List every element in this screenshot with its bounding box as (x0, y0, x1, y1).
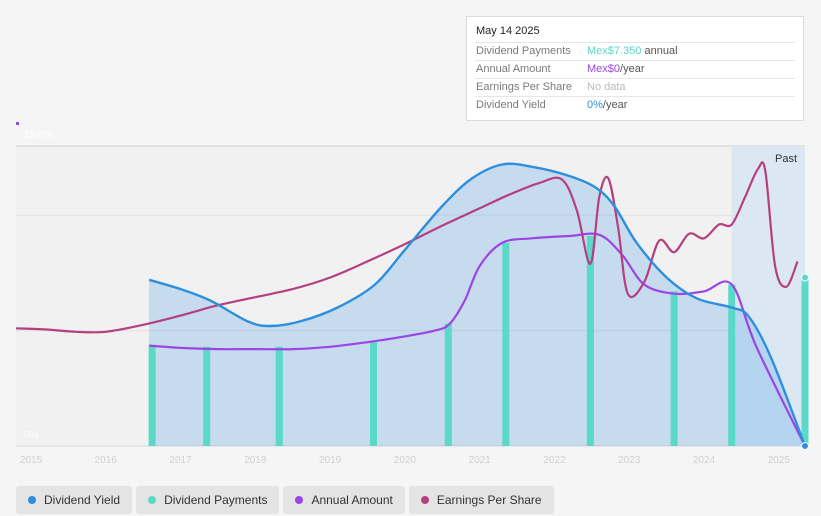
annual-amount-line (149, 232, 806, 447)
x-tick-label: 2019 (319, 455, 342, 466)
tooltip-value-wrap: Mex$7.350 annual (587, 43, 678, 60)
dividend-payment-bar (444, 323, 452, 446)
tooltip-row-annual-amount: Annual Amount Mex$0/year (475, 60, 795, 78)
x-tick-label: 2025 (768, 455, 791, 466)
tooltip-value: No data (587, 81, 626, 93)
dividend-yield-line (148, 162, 807, 447)
legend-dot-icon (295, 496, 304, 504)
x-axis-ticks: 2015 2016 2017 2018 2019 2020 2021 2022 2023 2024… (20, 455, 791, 466)
legend-item-earnings-per-share[interactable]: Earnings Per Share (408, 486, 554, 514)
tooltip-label: Annual Amount (476, 63, 551, 75)
tooltip-label: Dividend Payments (476, 45, 571, 57)
x-tick-label: 2020 (394, 455, 417, 466)
tooltip-date: May 14 2025 (476, 25, 540, 37)
tooltip-row-dividend-yield: Dividend Yield 0%/year (475, 96, 795, 114)
legend-item-dividend-payments[interactable]: Dividend Payments (136, 486, 280, 514)
past-label: Past (775, 153, 797, 165)
legend-item-dividend-yield[interactable]: Dividend Yield (16, 486, 133, 514)
x-tick-label: 2022 (543, 455, 566, 466)
x-tick-label: 2018 (244, 455, 267, 466)
tooltip-value-wrap: No data (587, 79, 626, 96)
tooltip-value-wrap: Mex$0/year (587, 61, 645, 78)
legend-dot-icon (28, 496, 36, 504)
tooltip-label: Dividend Yield (476, 99, 546, 111)
dividend-payment-bar (275, 346, 283, 446)
dividend-payment-bar (670, 291, 678, 446)
dividend-payment-bars (148, 236, 809, 446)
series-line-group (15, 161, 809, 450)
x-tick-label: 2024 (693, 455, 716, 466)
dividend-payment-bar (369, 342, 377, 446)
legend-label: Annual Amount (311, 493, 393, 507)
dividend-payment-bar (801, 277, 809, 446)
y-tick-label-top: 13.0% (24, 130, 52, 141)
legend-item-annual-amount[interactable]: Annual Amount (283, 486, 405, 514)
dividend-payment-bar (203, 346, 211, 446)
dividend-payment-bar (586, 236, 594, 446)
tooltip-value: 0% (587, 99, 603, 111)
legend-label: Dividend Yield (44, 493, 121, 507)
tooltip-suffix: /year (620, 63, 645, 75)
x-tick-label: 2021 (469, 455, 492, 466)
tooltip-row-dividend-payments: Dividend Payments Mex$7.350 annual (475, 42, 795, 60)
legend-dot-icon (148, 496, 157, 504)
series-lines (149, 163, 806, 446)
legend-label: Dividend Payments (164, 493, 268, 507)
tooltip-label: Earnings Per Share (476, 81, 572, 93)
dividend-payment-bar (728, 284, 736, 446)
tooltip-row-earnings-per-share: Earnings Per Share No data (475, 78, 795, 96)
legend-label: Earnings Per Share (436, 493, 542, 507)
tooltip-value-wrap: 0%/year (587, 97, 627, 114)
x-tick-label: 2016 (95, 455, 118, 466)
tooltip-suffix: annual (641, 45, 678, 57)
annual-amount-marker (16, 122, 19, 125)
tooltip-suffix: /year (602, 99, 628, 111)
tooltip-value: Mex$0 (587, 63, 621, 75)
tooltip: May 14 2025 Dividend Payments Mex$7.350 … (466, 16, 804, 121)
y-tick-label-bottom: 0% (24, 430, 39, 441)
dividend-payment-bar (502, 242, 510, 446)
dividend-payment-bar (148, 345, 156, 446)
dividend-yield-end-point (801, 442, 809, 450)
x-tick-label: 2017 (169, 455, 192, 466)
legend: Dividend Yield Dividend Payments Annual … (16, 486, 558, 514)
x-tick-label: 2023 (618, 455, 641, 466)
dividend-payments-end-point (801, 273, 809, 282)
x-tick-label: 2015 (20, 455, 43, 466)
legend-dot-icon (420, 496, 429, 504)
dividend-yield-area (149, 163, 806, 446)
tooltip-value: Mex$7.350 (587, 45, 642, 57)
